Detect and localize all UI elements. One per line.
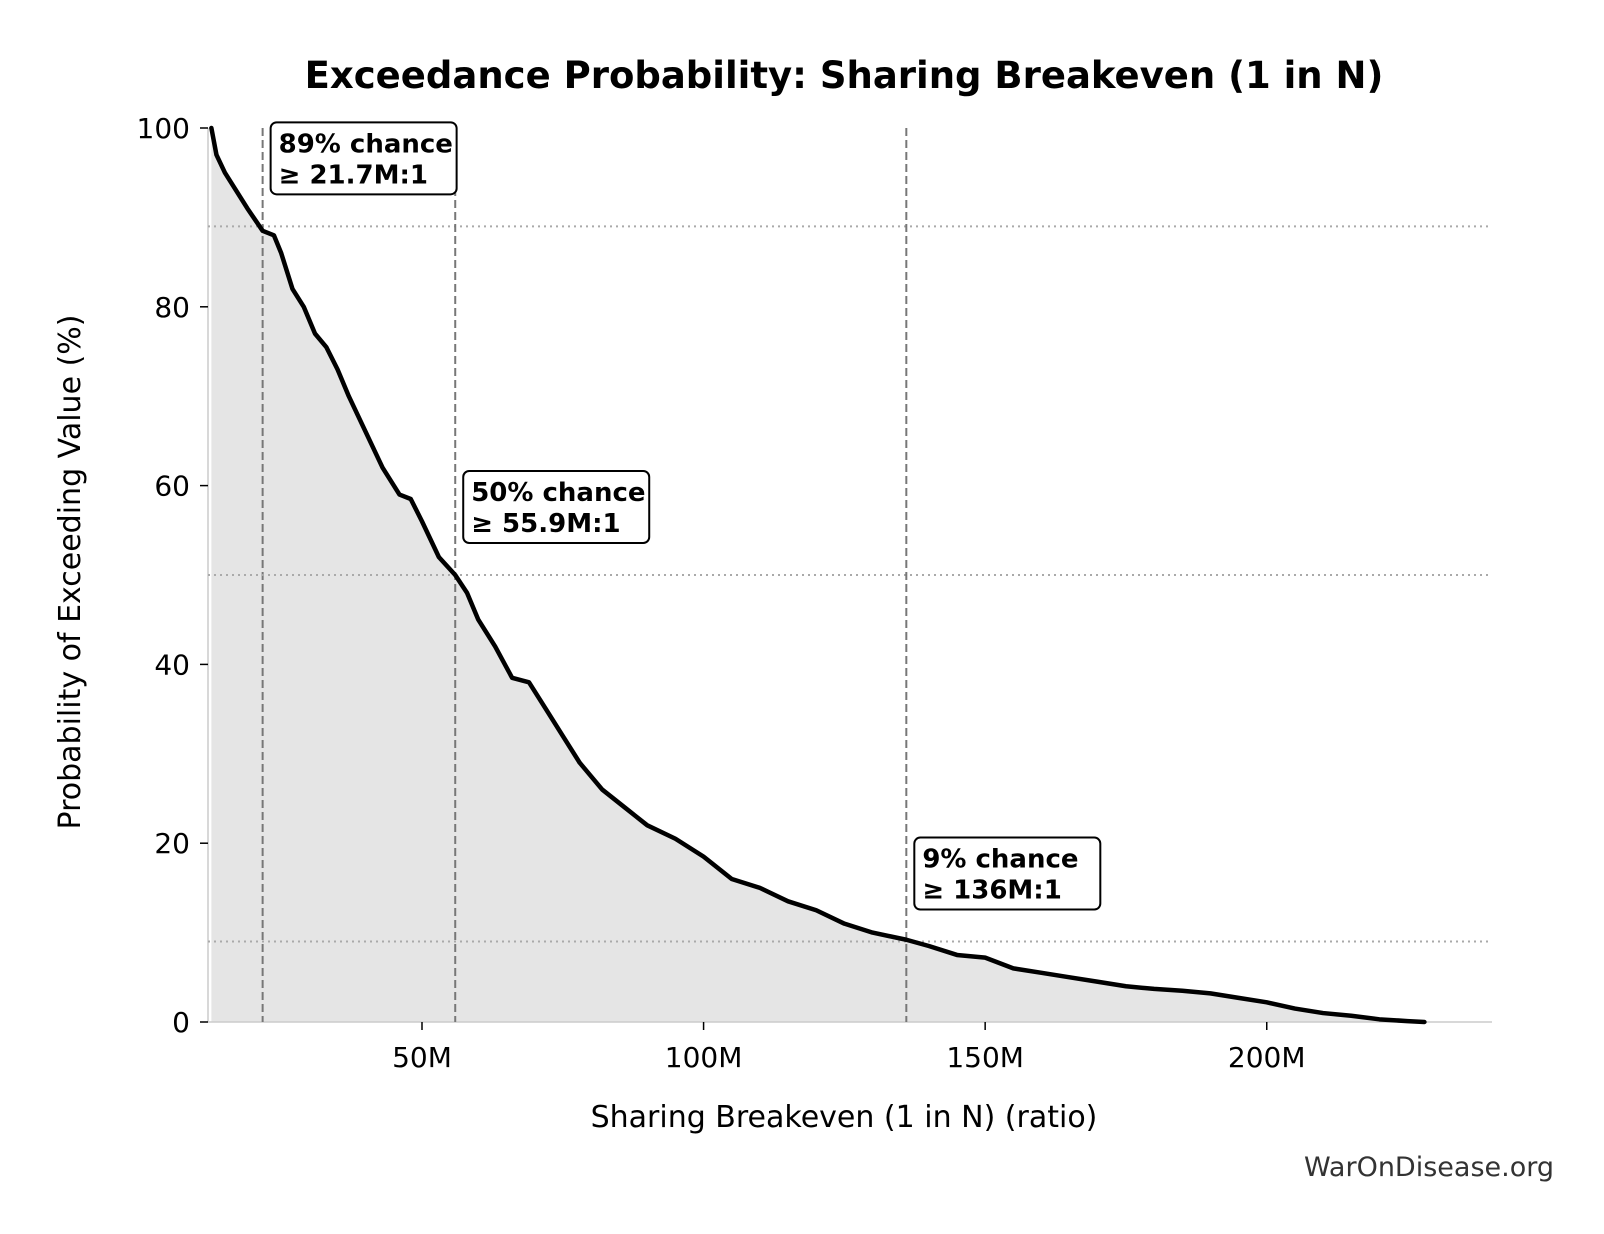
y-axis-label: Probability of Exceeding Value (%) xyxy=(53,315,88,830)
annotation-line1: 50% chance xyxy=(471,478,645,508)
plot-area: 50M 100M 150M 200M 0 20 40 60 80 100 89% chance≥ 2… xyxy=(137,112,1492,1074)
annotation-box-1 xyxy=(269,121,458,196)
annotation-line2: ≥ 55.9M:1 xyxy=(471,509,620,539)
y-tick-label: 60 xyxy=(154,470,190,503)
annotation-box-2 xyxy=(462,470,651,544)
credit-text: WarOnDisease.org xyxy=(1304,1152,1554,1183)
y-tick-label: 0 xyxy=(172,1006,190,1039)
y-tick-label: 20 xyxy=(154,827,190,860)
annotation-line1: 9% chance xyxy=(922,845,1078,875)
x-tick-label: 50M xyxy=(392,1041,452,1074)
x-tick-label: 150M xyxy=(946,1041,1024,1074)
x-axis-label: Sharing Breakeven (1 in N) (ratio) xyxy=(591,1100,1098,1135)
annotation-line2: ≥ 21.7M:1 xyxy=(279,160,428,190)
annotation-line2: ≥ 136M:1 xyxy=(922,876,1061,906)
annotation-box-3 xyxy=(913,836,1102,911)
x-tick-label: 100M xyxy=(665,1041,743,1074)
exceedance-curve xyxy=(209,125,1427,1025)
chart-title: Exceedance Probability: Sharing Breakeve… xyxy=(305,54,1384,97)
y-tick-label: 100 xyxy=(137,112,190,145)
annotation-line1: 89% chance xyxy=(279,129,453,159)
y-tick-label: 40 xyxy=(154,648,190,681)
x-tick-label: 200M xyxy=(1228,1041,1306,1074)
y-tick-label: 80 xyxy=(154,291,190,324)
exceedance-area xyxy=(211,128,1425,1022)
